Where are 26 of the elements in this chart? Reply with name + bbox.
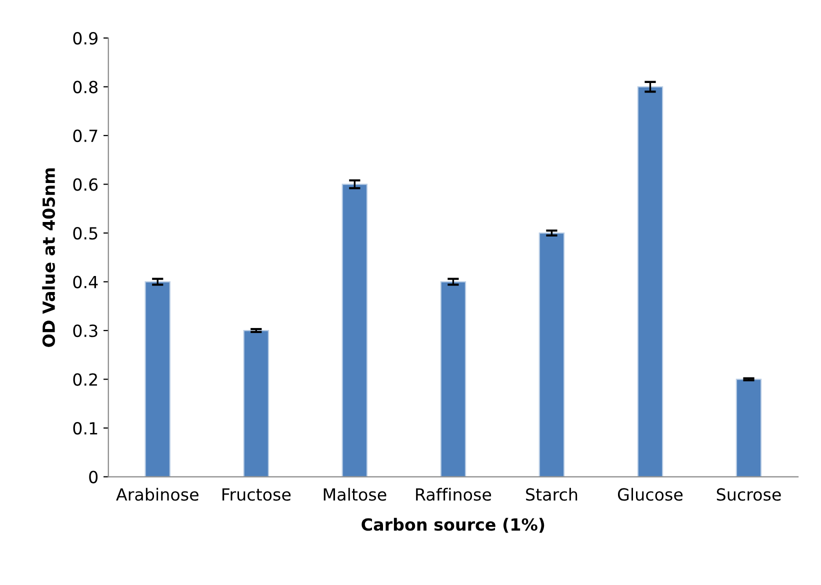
bar [538,232,565,477]
y-tick-label: 0.7 [73,129,98,142]
x-axis-title: Carbon source (1%) [362,518,544,533]
x-tick-label: Raffinose [416,488,492,501]
y-tick-label: 0.2 [73,373,97,386]
bar [736,378,762,477]
y-tick-label: 0.4 [73,276,98,288]
x-tick-label: Arabinose [116,488,198,501]
bar [243,330,270,477]
x-tick-label: Starch [526,488,578,501]
y-axis-title: OD Value at 405nm [42,168,56,347]
y-tick-label: 0.1 [73,422,98,435]
y-tick-label: 0.6 [73,178,98,191]
x-tick-label: Fructose [222,488,291,501]
y-tick-label: 0.9 [73,32,98,45]
y-tick-label: 0.8 [73,80,98,94]
bar [637,86,664,477]
bar [342,184,368,477]
x-tick-label: Maltose [324,488,386,501]
bar [440,281,466,477]
x-tick-label: Glucose [618,488,683,501]
x-tick-label: Sucrose [716,488,781,501]
y-tick-label: 0.3 [73,324,98,338]
y-tick-label: 0.5 [73,226,98,240]
bar [144,281,170,477]
y-tick-label: 0 [89,470,98,484]
